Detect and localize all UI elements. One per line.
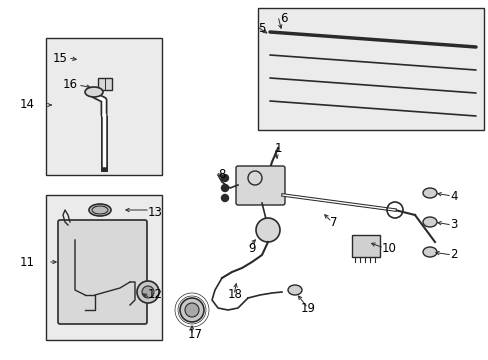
- Bar: [46, 38, 162, 175]
- Bar: [46, 195, 162, 340]
- Ellipse shape: [422, 188, 436, 198]
- Text: 16: 16: [63, 78, 78, 91]
- Text: 14: 14: [20, 99, 35, 112]
- Text: 4: 4: [449, 189, 457, 202]
- Text: 17: 17: [187, 328, 202, 342]
- Text: 5: 5: [258, 22, 265, 35]
- Ellipse shape: [287, 285, 302, 295]
- Text: 1: 1: [274, 141, 282, 154]
- FancyBboxPatch shape: [58, 220, 147, 324]
- Text: 6: 6: [280, 12, 287, 24]
- Text: 2: 2: [449, 248, 457, 261]
- Text: 12: 12: [148, 288, 163, 302]
- Text: 13: 13: [148, 206, 163, 219]
- Ellipse shape: [422, 217, 436, 227]
- Text: 10: 10: [381, 242, 396, 255]
- Text: 11: 11: [20, 256, 35, 269]
- Circle shape: [180, 298, 203, 322]
- Text: 8: 8: [218, 168, 225, 181]
- FancyBboxPatch shape: [236, 166, 285, 205]
- Text: 7: 7: [329, 216, 337, 229]
- Circle shape: [221, 194, 228, 202]
- Ellipse shape: [92, 206, 108, 214]
- Bar: [98, 78, 112, 90]
- Ellipse shape: [89, 204, 111, 216]
- Circle shape: [184, 303, 199, 317]
- Text: 19: 19: [300, 302, 315, 315]
- Circle shape: [142, 286, 154, 298]
- Circle shape: [256, 218, 280, 242]
- Bar: [351, 235, 379, 257]
- Text: 15: 15: [53, 51, 68, 64]
- Ellipse shape: [85, 87, 103, 97]
- Text: 9: 9: [247, 242, 255, 255]
- Ellipse shape: [422, 247, 436, 257]
- Circle shape: [137, 281, 159, 303]
- Text: 18: 18: [227, 288, 242, 302]
- Circle shape: [221, 175, 228, 181]
- Circle shape: [221, 184, 228, 192]
- Bar: [258, 8, 483, 130]
- Text: 3: 3: [449, 219, 456, 231]
